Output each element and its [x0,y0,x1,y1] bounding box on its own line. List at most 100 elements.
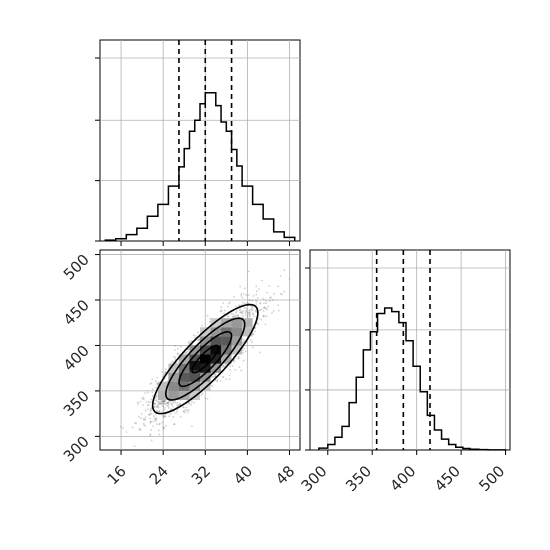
scatter-point [251,341,253,343]
scatter-point [263,315,266,318]
scatter-point [184,408,187,411]
scatter-point [239,285,241,288]
scatter-point [171,404,174,406]
scatter-point [249,299,252,302]
scatter-point [163,401,165,403]
scatter-point [254,310,257,313]
scatter-point [240,369,243,372]
scatter-point [263,306,266,309]
density-cell [168,381,179,391]
scatter-point [137,403,140,405]
scatter-point [223,309,226,312]
scatter-point [192,334,195,337]
scatter-point [150,420,152,423]
scatter-point [150,412,153,415]
scatter-point [168,400,171,402]
scatter-point [213,373,215,376]
density-cell [200,372,211,382]
scatter-point [163,406,166,409]
scatter-point [150,407,152,410]
scatter-point [155,418,157,421]
scatter-point [232,360,235,363]
scatter-point [247,302,250,305]
density-cell [189,354,200,364]
scatter-point [255,303,258,305]
scatter-point [238,357,240,360]
scatter-point [158,409,161,412]
scatter-point [190,400,193,403]
scatter-point [247,270,250,273]
scatter-point [210,384,213,387]
contour-line [178,331,233,388]
scatter-point [125,431,128,433]
scatter-point [264,323,267,326]
scatter-point [170,408,173,410]
scatter-point [188,340,191,343]
x-tick-label: 40 [230,462,256,488]
scatter-point [221,376,224,378]
scatter-point [162,405,165,408]
scatter-point [163,427,165,430]
scatter-point [146,404,149,407]
scatter-point [232,313,235,316]
scatter-point [267,305,270,308]
scatter-point [214,373,217,376]
scatter-point [143,419,145,421]
scatter-point [208,321,211,323]
scatter-point [179,416,182,418]
scatter-point [226,305,229,308]
scatter-point [154,402,156,405]
scatter-point [242,351,244,354]
x-tick-label: 300 [298,462,331,495]
scatter-point [262,310,265,312]
scatter-point [152,420,155,423]
density-cell [210,318,222,328]
scatter-point [141,397,144,400]
scatter-point [187,409,190,412]
scatter-point [147,391,149,394]
scatter-point [256,290,258,293]
scatter-point [179,402,181,405]
scatter-point [201,324,203,327]
scatter-point [248,299,251,302]
scatter-point [206,397,209,400]
scatter-point [163,399,166,402]
scatter-point [149,421,152,424]
scatter-point [150,398,153,401]
scatter-point [163,373,165,376]
scatter-point [158,423,160,426]
scatter-point [161,421,164,424]
scatter-point [224,363,227,366]
scatter-point [148,413,151,416]
scatter-point [206,314,209,317]
scatter-point [174,401,177,404]
density-cell [231,318,243,328]
scatter-point [158,402,161,405]
scatter-point [153,405,156,408]
scatter-point [169,402,172,405]
scatter-point [144,416,147,419]
scatter-point [157,406,160,409]
scatter-point [243,347,246,350]
scatter-point [133,445,136,448]
scatter-point [153,402,156,405]
scatter-point [252,305,254,308]
scatter-point [250,309,253,312]
contour-line [164,317,246,401]
scatter-point [270,296,272,299]
scatter-point [263,302,265,305]
scatter-point [223,312,225,315]
marginal-histogram-right: 300 350 400 450 500 [298,249,511,495]
density-cell [168,363,179,373]
scatter-point [155,423,158,426]
density-cell-peak [200,363,211,373]
density-cell [178,372,190,382]
scatter-point [258,351,261,354]
scatter-point [194,335,197,337]
scatter-point [167,405,169,408]
scatter-point [253,315,255,318]
scatter-point [279,274,282,277]
scatter-point [248,312,251,315]
scatter-point [251,346,254,349]
scatter-point [245,310,248,313]
